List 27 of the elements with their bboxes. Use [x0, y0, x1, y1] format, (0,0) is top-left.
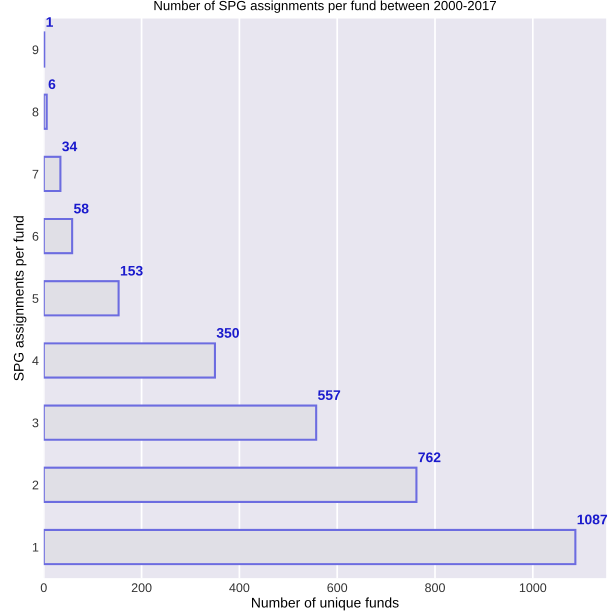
chart-title: Number of SPG assignments per fund between 2000-2017 — [154, 0, 496, 13]
x-axis-title: Number of unique funds — [252, 597, 399, 610]
data-label: 1 — [46, 17, 53, 27]
y-tick-label: 1 — [32, 542, 38, 552]
y-tick-label: 5 — [32, 294, 38, 303]
x-tick-label: 0 — [40, 583, 47, 592]
data-label: 34 — [62, 141, 78, 152]
y-tick-label: 8 — [32, 108, 38, 116]
y-axis-title: SPG assignments per fund — [13, 216, 26, 381]
x-tick-label: 200 — [132, 583, 152, 592]
x-tick-label: 800 — [425, 583, 445, 592]
data-label: 1087 — [578, 514, 608, 524]
y-tick-label: 9 — [32, 45, 38, 54]
x-tick-label: 600 — [327, 583, 348, 592]
y-tick-label: 4 — [32, 356, 39, 365]
data-label: 762 — [418, 452, 440, 462]
data-label: 6 — [48, 79, 56, 90]
data-label: 350 — [216, 328, 239, 338]
x-tick-label: 400 — [229, 583, 250, 592]
y-tick-label: 3 — [32, 418, 38, 428]
y-tick-label: 6 — [32, 232, 38, 241]
y-tick-label: 2 — [32, 480, 38, 490]
data-label: 58 — [74, 204, 89, 214]
data-label: 153 — [120, 266, 143, 276]
x-tick-label: 1000 — [520, 583, 546, 592]
data-label: 557 — [318, 390, 340, 400]
y-tick-label: 7 — [32, 170, 38, 178]
